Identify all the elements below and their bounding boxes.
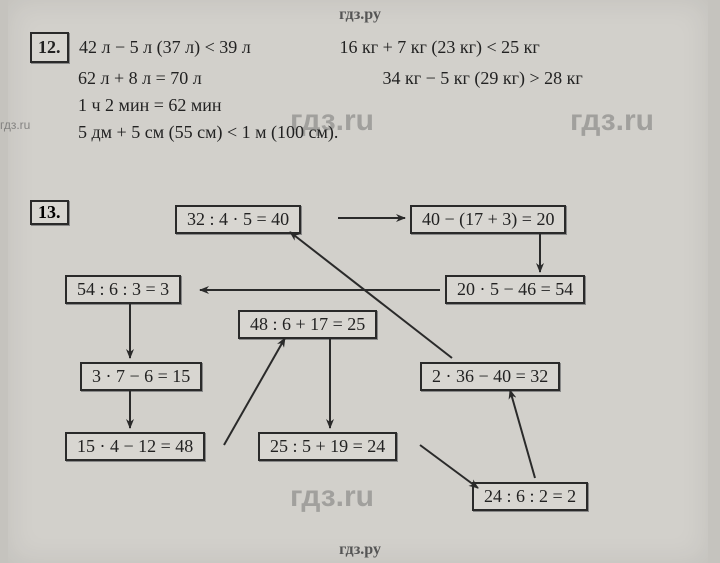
flow-node-n5: 48 : 6 + 17 = 25 <box>238 310 377 339</box>
task-13-number: 13. <box>30 200 69 225</box>
task12-line1-c2: 34 кг − 5 кг (29 кг) > 28 кг <box>383 65 583 92</box>
task12-line0-c2: 16 кг + 7 кг (23 кг) < 25 кг <box>340 34 540 61</box>
flow-node-n2: 40 − (17 + 3) = 20 <box>410 205 566 234</box>
flow-node-n6: 3 · 7 − 6 = 15 <box>80 362 202 391</box>
watermark-small-left: гдз.ru <box>0 118 30 132</box>
task12-line3-c1: 5 дм + 5 см (55 см) < 1 м (100 см). <box>78 122 338 142</box>
footer-site: гдз.ру <box>339 541 381 559</box>
flow-node-n8: 15 · 4 − 12 = 48 <box>65 432 205 461</box>
flow-node-n9: 25 : 5 + 19 = 24 <box>258 432 397 461</box>
flow-node-n4: 20 · 5 − 46 = 54 <box>445 275 585 304</box>
task-13: 13. <box>30 200 69 225</box>
task12-line2-c1: 1 ч 2 мин = 62 мин <box>78 92 378 119</box>
flow-node-n1: 32 : 4 · 5 = 40 <box>175 205 301 234</box>
flow-node-n3: 54 : 6 : 3 = 3 <box>65 275 181 304</box>
header-site: гдз.ру <box>339 6 381 24</box>
task-12: 12. 42 л − 5 л (37 л) < 39 л 16 кг + 7 к… <box>30 32 700 146</box>
flow-node-n10: 24 : 6 : 2 = 2 <box>472 482 588 511</box>
task12-line0-c1: 42 л − 5 л (37 л) < 39 л <box>79 34 335 61</box>
task-12-number: 12. <box>30 32 69 63</box>
flow-node-n7: 2 · 36 − 40 = 32 <box>420 362 560 391</box>
task12-line1-c1: 62 л + 8 л = 70 л <box>78 65 378 92</box>
